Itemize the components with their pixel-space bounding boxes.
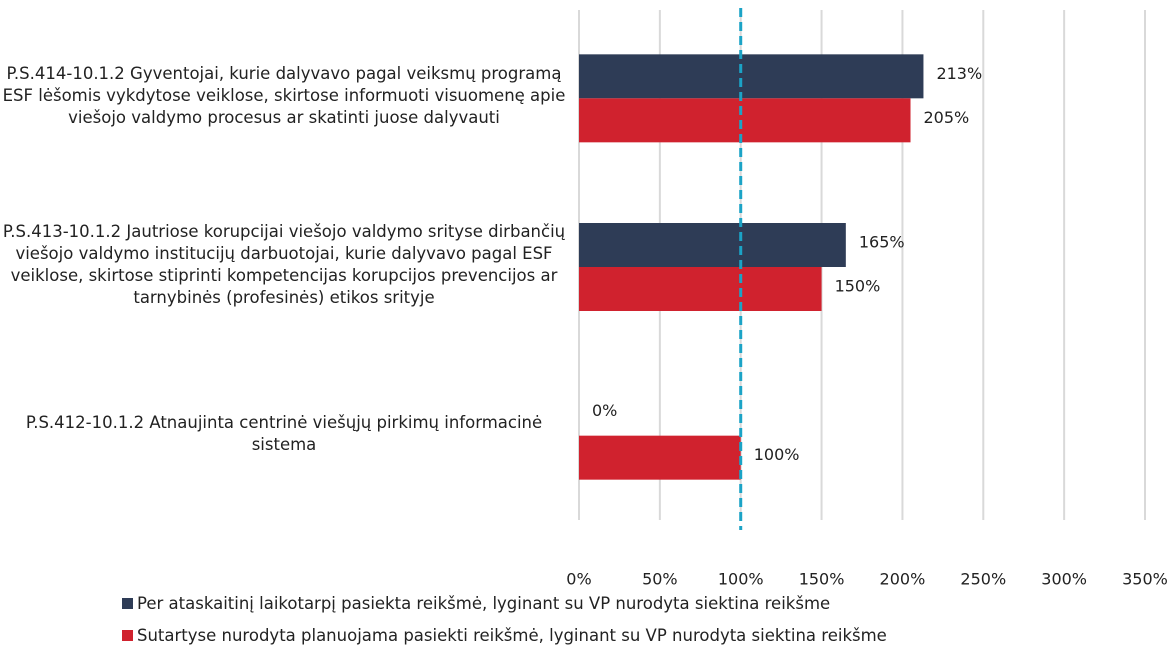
legend-item: Sutartyse nurodyta planuojama pasiekti r… [122, 626, 887, 645]
legend-swatch [122, 630, 133, 641]
x-tick-label: 50% [642, 570, 678, 589]
x-tick-label: 150% [799, 570, 845, 589]
bar [579, 223, 846, 267]
category-label: P.S.413-10.1.2 Jautriose korupcijai vieš… [2, 222, 566, 307]
value-label: 213% [936, 64, 982, 83]
x-tick-label: 0% [566, 570, 591, 589]
bar [579, 54, 924, 99]
legend-swatch [122, 598, 133, 609]
x-tick-label: 200% [880, 570, 926, 589]
value-label: 165% [859, 233, 905, 252]
x-tick-label: 250% [960, 570, 1006, 589]
legend-label: Per ataskaitinį laikotarpį pasiekta reik… [137, 594, 831, 613]
category-label: P.S.414-10.1.2 Gyventojai, kurie dalyvav… [2, 64, 566, 128]
x-tick-label: 100% [718, 570, 764, 589]
x-tick-label: 300% [1041, 570, 1087, 589]
category-label: P.S.412-10.1.2 Atnaujinta centrinė viešų… [25, 412, 543, 454]
legend-item: Per ataskaitinį laikotarpį pasiekta reik… [122, 594, 830, 613]
legend-label: Sutartyse nurodyta planuojama pasiekti r… [137, 626, 887, 645]
value-label: 150% [835, 277, 881, 296]
value-label: 0% [592, 401, 617, 420]
bar [579, 267, 822, 311]
value-label: 205% [924, 108, 970, 127]
x-tick-label: 350% [1122, 570, 1168, 589]
bar [579, 98, 911, 143]
value-label: 100% [754, 445, 800, 464]
bar [579, 435, 741, 480]
